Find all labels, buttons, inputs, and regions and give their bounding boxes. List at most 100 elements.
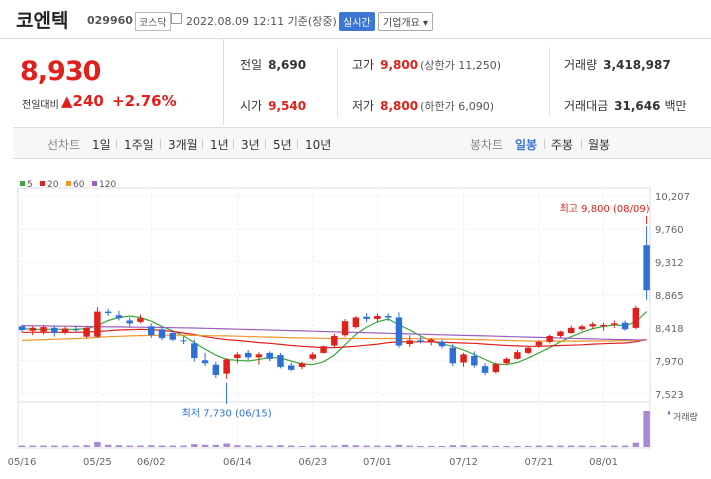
candle-body <box>158 329 166 339</box>
volume-bar <box>234 445 241 447</box>
candle-body <box>29 327 36 331</box>
high-label: 고가 <box>352 58 375 72</box>
tab-1w[interactable]: 1주일 <box>124 138 154 152</box>
candle-body <box>137 318 144 322</box>
change-percent: +2.76% <box>112 92 177 110</box>
volume-bar <box>137 445 144 447</box>
candle-body <box>524 347 532 353</box>
x-tick-label: 06/02 <box>137 457 166 468</box>
volume-bar <box>341 444 349 447</box>
tab-1y[interactable]: 1년 <box>210 138 229 152</box>
upper-limit: (상한가 11,250) <box>420 59 501 72</box>
divider <box>265 139 266 149</box>
candle-body <box>492 363 500 373</box>
candle-body <box>600 324 607 327</box>
volume: 거래량 3,418,987 <box>564 56 671 73</box>
volume-bar <box>212 444 220 447</box>
prev-close: 전일 8,690 <box>240 56 306 73</box>
volume-bar <box>40 445 47 447</box>
stock-name: 코엔텍 <box>16 10 69 32</box>
candle-body <box>438 341 446 347</box>
tab-1d[interactable]: 1일 <box>92 138 111 152</box>
tab-3m[interactable]: 3개월 <box>168 138 198 152</box>
candle-body <box>191 343 198 359</box>
legend-swatch <box>40 181 45 186</box>
divider <box>202 139 203 149</box>
candle-body <box>180 340 187 342</box>
volume-bar <box>546 445 553 447</box>
open-label: 시가 <box>240 99 263 113</box>
candle-body <box>632 307 640 328</box>
volume-bar <box>449 445 456 447</box>
tab-5y[interactable]: 5년 <box>273 138 292 152</box>
candle-body <box>126 320 133 324</box>
change-label: 전일대비 <box>22 100 59 111</box>
candle-body <box>514 352 521 359</box>
divider <box>581 139 582 149</box>
candle-body <box>320 346 327 353</box>
tab-10y[interactable]: 10년 <box>305 138 332 152</box>
candle-body <box>417 340 424 342</box>
volume-bar <box>384 445 392 447</box>
candle-body <box>341 321 349 336</box>
volume-bar <box>524 445 532 447</box>
max-annotation: 최고 9,800 (08/09) <box>560 203 650 215</box>
candle-body <box>406 340 413 345</box>
legend-swatch <box>20 181 25 186</box>
candle-body <box>471 355 478 366</box>
divider <box>116 139 117 149</box>
candle-body <box>201 360 209 364</box>
volume-bar <box>438 445 446 447</box>
tab-weekly[interactable]: 주봉 <box>551 138 574 152</box>
current-price: 8,930 <box>20 56 101 87</box>
tab-monthly[interactable]: 월봉 <box>588 138 611 152</box>
calendar-icon <box>171 13 182 24</box>
volume-bar <box>126 445 133 447</box>
low-price: 저가 8,800 (하한가 6,090) <box>352 97 494 114</box>
volume-bar <box>115 445 123 447</box>
candle-body <box>148 326 155 336</box>
realtime-button[interactable]: 실시간 <box>339 12 375 31</box>
candlestick-chart[interactable]: 10,207 9,760 9,312 8,865 8,418 7,970 7,523 05/1… <box>0 162 711 479</box>
company-info-dropdown[interactable]: 기업개요 ▾ <box>378 12 433 31</box>
line-chart-label: 선차트 <box>47 138 81 152</box>
trade-amount: 거래대금 31,646 백만 <box>564 97 687 114</box>
y-tick-label: 9,760 <box>655 225 684 236</box>
candle-body <box>40 327 47 332</box>
volume-bar <box>83 445 90 447</box>
candle-body <box>255 354 263 358</box>
tab-3y[interactable]: 3년 <box>241 138 260 152</box>
amount-value: 31,646 <box>614 99 661 113</box>
open-value: 9,540 <box>268 99 307 113</box>
candle-body <box>363 316 370 319</box>
candle-body <box>331 335 338 346</box>
high-value: 9,800 <box>380 58 419 72</box>
prev-close-value: 8,690 <box>268 58 307 72</box>
chart-tabs: 선차트 1일 1주일 3개월 1년 3년 5년 10년 봉차트 일봉 주봉 월봉 <box>13 127 711 159</box>
volume-bar <box>266 445 273 447</box>
volume-bar <box>298 445 306 447</box>
candle-body <box>266 352 273 359</box>
volume-bar <box>589 445 596 447</box>
volume-bar <box>514 445 521 447</box>
volume-bar <box>492 445 500 447</box>
divider <box>549 47 550 117</box>
legend-label: 60 <box>73 180 85 190</box>
ma-line-ma120 <box>21 325 647 341</box>
volume-bar <box>201 444 209 447</box>
divider <box>0 38 711 39</box>
candle-body <box>277 355 284 367</box>
volume-bar <box>169 445 176 447</box>
volume-bar <box>460 445 467 447</box>
candle-body <box>212 364 220 376</box>
amount-label: 거래대금 <box>564 99 609 113</box>
market-badge: 코스닥 <box>135 12 171 31</box>
volume-bar <box>503 445 510 447</box>
tab-daily[interactable]: 일봉 <box>515 138 538 152</box>
candle-body <box>578 326 586 330</box>
volume-bar <box>244 445 252 447</box>
candle-body <box>621 322 629 330</box>
x-tick-label: 07/12 <box>449 457 478 468</box>
candle-body <box>94 311 101 337</box>
candle-body <box>535 341 543 346</box>
